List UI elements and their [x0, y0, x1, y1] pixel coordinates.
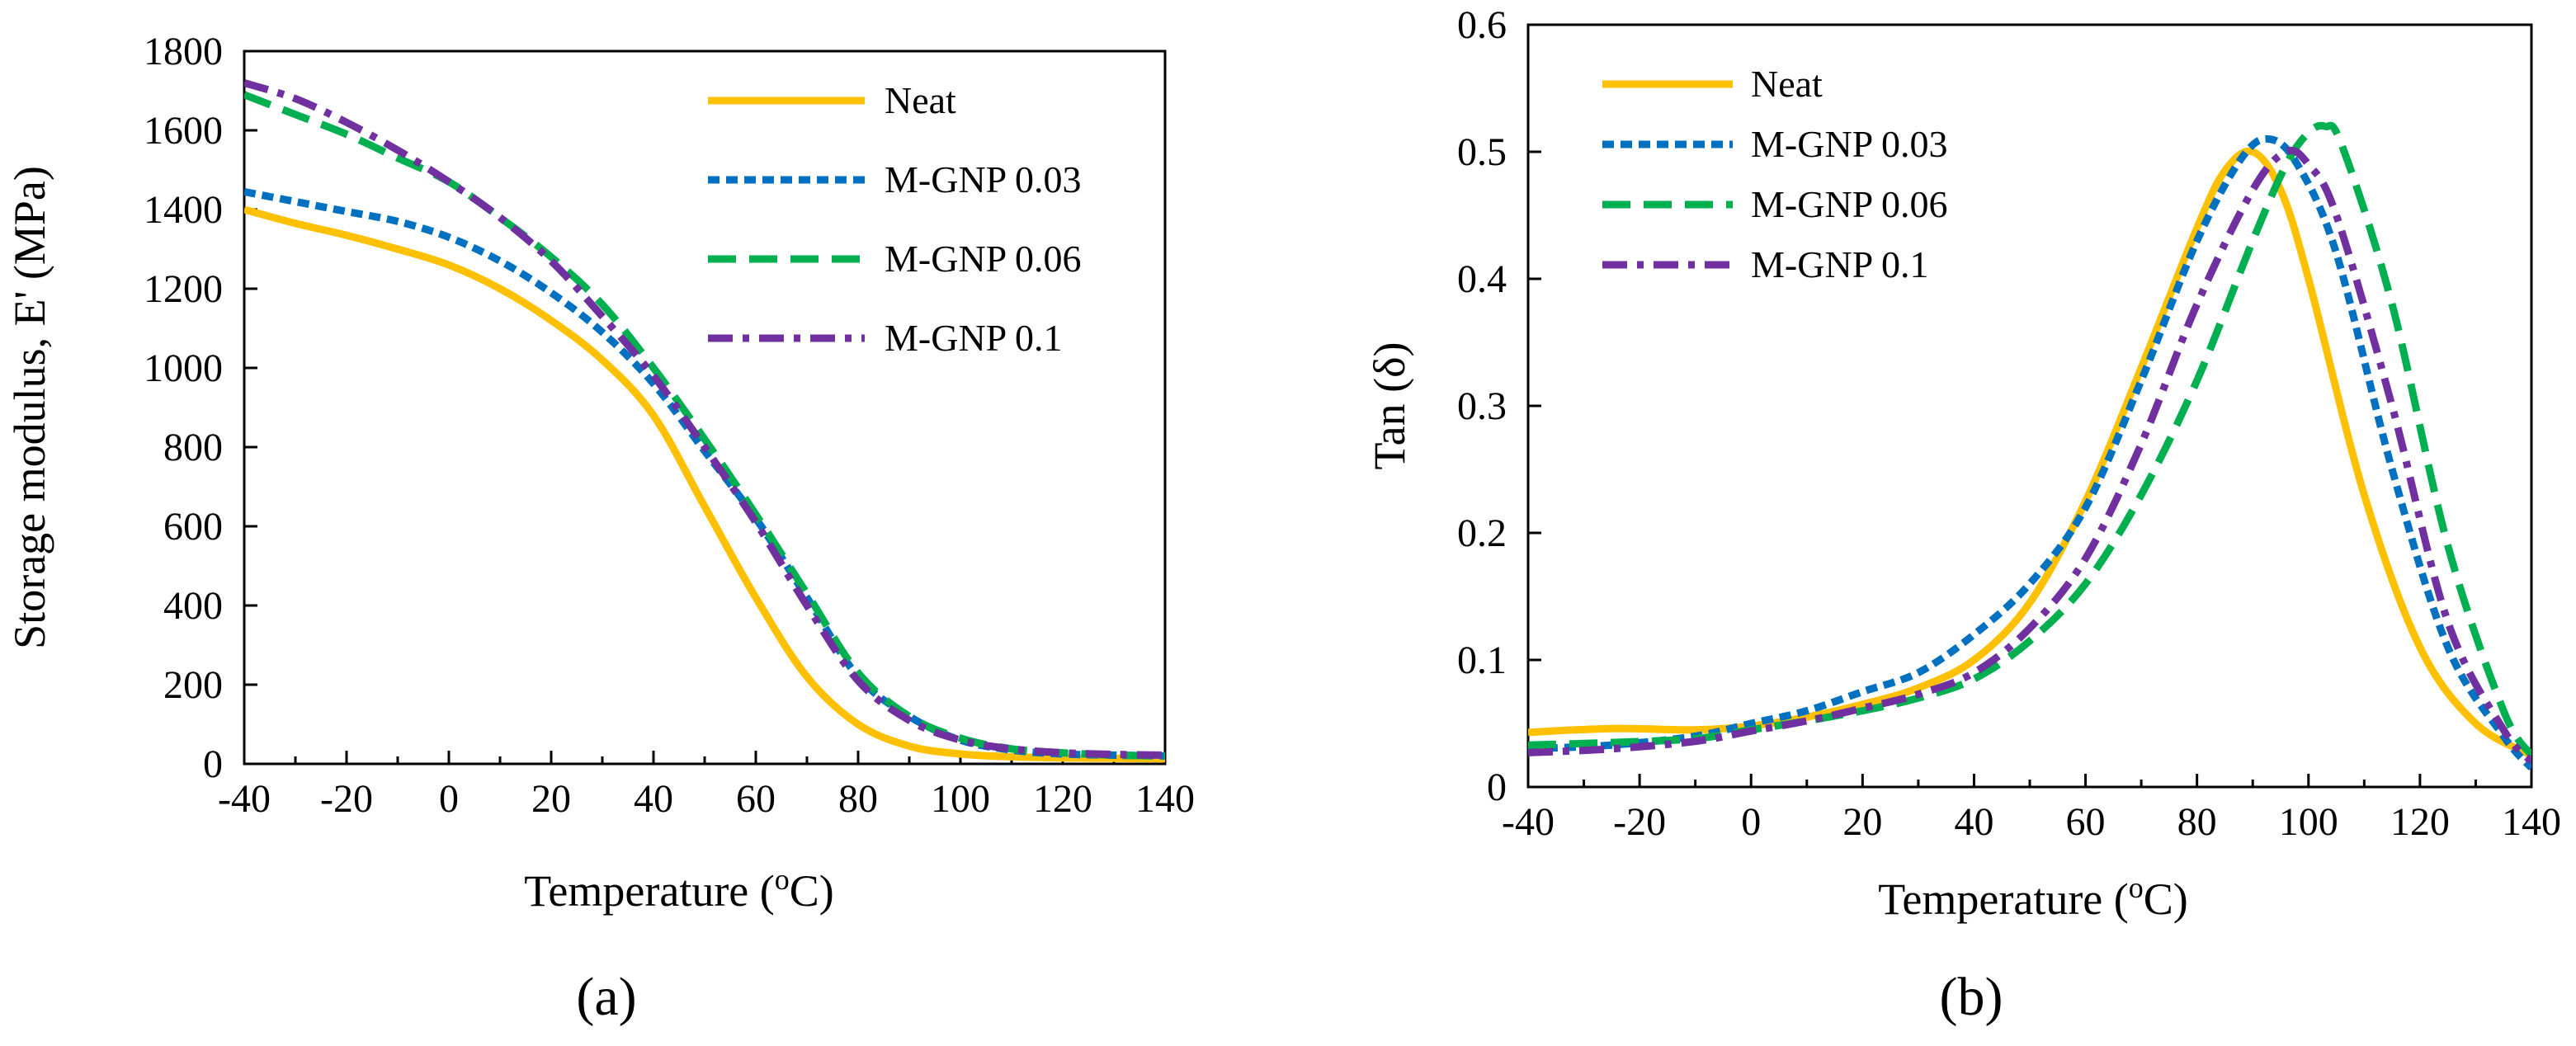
- x-tick-label: 80: [838, 777, 878, 821]
- x-axis-label-text: Temperature (: [1878, 874, 2129, 924]
- y-tick-label: 600: [163, 505, 223, 549]
- x-tick-label: -20: [1613, 800, 1666, 844]
- x-tick-label: 100: [2279, 800, 2338, 844]
- legend-label: M-GNP 0.03: [885, 158, 1082, 200]
- x-axis-label-superscript: o: [775, 863, 790, 896]
- y-tick-label: 0.2: [1457, 511, 1507, 555]
- x-tick-label: 60: [736, 777, 776, 821]
- x-tick-label: 100: [931, 777, 990, 821]
- x-tick-label: 80: [2177, 800, 2217, 844]
- panel-label: (b): [1940, 967, 2003, 1027]
- series-line-neat: [244, 205, 1165, 763]
- legend-label: M-GNP 0.03: [1751, 123, 1948, 165]
- chart-panel-a: -40 -20 0 20 40 60 80 100 120 1400200400600800100…: [5, 30, 1195, 1027]
- y-tick-label: 0: [1487, 766, 1507, 809]
- legend-label: Neat: [885, 79, 956, 121]
- x-tick-label: 0: [439, 777, 459, 821]
- series-line-neat: [1528, 147, 2531, 759]
- x-tick-label: 120: [2390, 800, 2450, 844]
- legend-label: M-GNP 0.06: [885, 238, 1082, 280]
- x-axis-label-superscript: o: [2129, 871, 2144, 904]
- x-tick-label: 120: [1033, 777, 1092, 821]
- legend-label: Neat: [1751, 63, 1823, 105]
- y-tick-label: 400: [163, 584, 223, 628]
- y-tick-label: 1400: [144, 188, 223, 232]
- legend: Neat M-GNP 0.03 M-GNP 0.06 M-GNP 0.1: [708, 79, 1082, 359]
- x-tick-label: 40: [634, 777, 673, 821]
- y-tick-label: 0.1: [1457, 638, 1507, 682]
- x-axis-label-unit: C): [790, 866, 834, 916]
- x-tick-label: -20: [320, 777, 373, 821]
- x-tick-label: 20: [531, 777, 571, 821]
- x-tick-label: -40: [218, 777, 271, 821]
- legend-label: M-GNP 0.06: [1751, 183, 1948, 225]
- y-tick-label: 200: [163, 663, 223, 707]
- y-tick-label: 0.3: [1457, 384, 1507, 428]
- legend-label: M-GNP 0.1: [885, 317, 1063, 359]
- plot-area: [1526, 23, 2533, 789]
- x-axis-label: Temperature (oC): [1878, 871, 2188, 924]
- y-tick-label: 0: [203, 742, 223, 786]
- series-line-m-gnp-0-06: [244, 91, 1165, 760]
- y-tick-label: 0.4: [1457, 257, 1507, 301]
- x-tick-label: -40: [1502, 800, 1555, 844]
- x-tick-label: 140: [2502, 800, 2561, 844]
- x-tick-label: 140: [1135, 777, 1195, 821]
- legend-label: M-GNP 0.1: [1751, 243, 1929, 285]
- x-tick-label: 0: [1741, 800, 1761, 844]
- y-tick-label: 1600: [144, 109, 223, 153]
- y-tick-label: 1800: [144, 30, 223, 73]
- x-tick-label: 20: [1842, 800, 1882, 844]
- series-line-m-gnp-0-1: [244, 79, 1165, 759]
- x-axis-label-unit: C): [2144, 874, 2188, 924]
- y-tick-label: 0.5: [1457, 130, 1507, 174]
- legend: Neat M-GNP 0.03 M-GNP 0.06 M-GNP 0.1: [1602, 63, 1948, 285]
- series-line-m-gnp-0-1: [1528, 146, 2531, 765]
- chart-panel-b: -40 -20 0 20 40 60 80 100 120 140 0 0.1 0.2 0.3 0.4 0.5…: [1365, 3, 2561, 1027]
- x-axis-label-text: Temperature (: [524, 866, 775, 916]
- y-tick-label: 1200: [144, 267, 223, 311]
- x-tick-label: 60: [2066, 800, 2106, 844]
- y-axis-label: Tan (δ): [1365, 342, 1414, 469]
- y-axis-label: Storage modulus, E' (MPa): [5, 166, 54, 649]
- x-axis-label: Temperature (oC): [524, 863, 834, 916]
- panel-label: (a): [576, 967, 636, 1027]
- y-tick-label: 0.6: [1457, 3, 1507, 47]
- series-line-m-gnp-0-03: [1528, 134, 2531, 770]
- y-tick-label: 800: [163, 426, 223, 469]
- y-tick-label: 1000: [144, 346, 223, 390]
- x-tick-label: 40: [1954, 800, 1993, 844]
